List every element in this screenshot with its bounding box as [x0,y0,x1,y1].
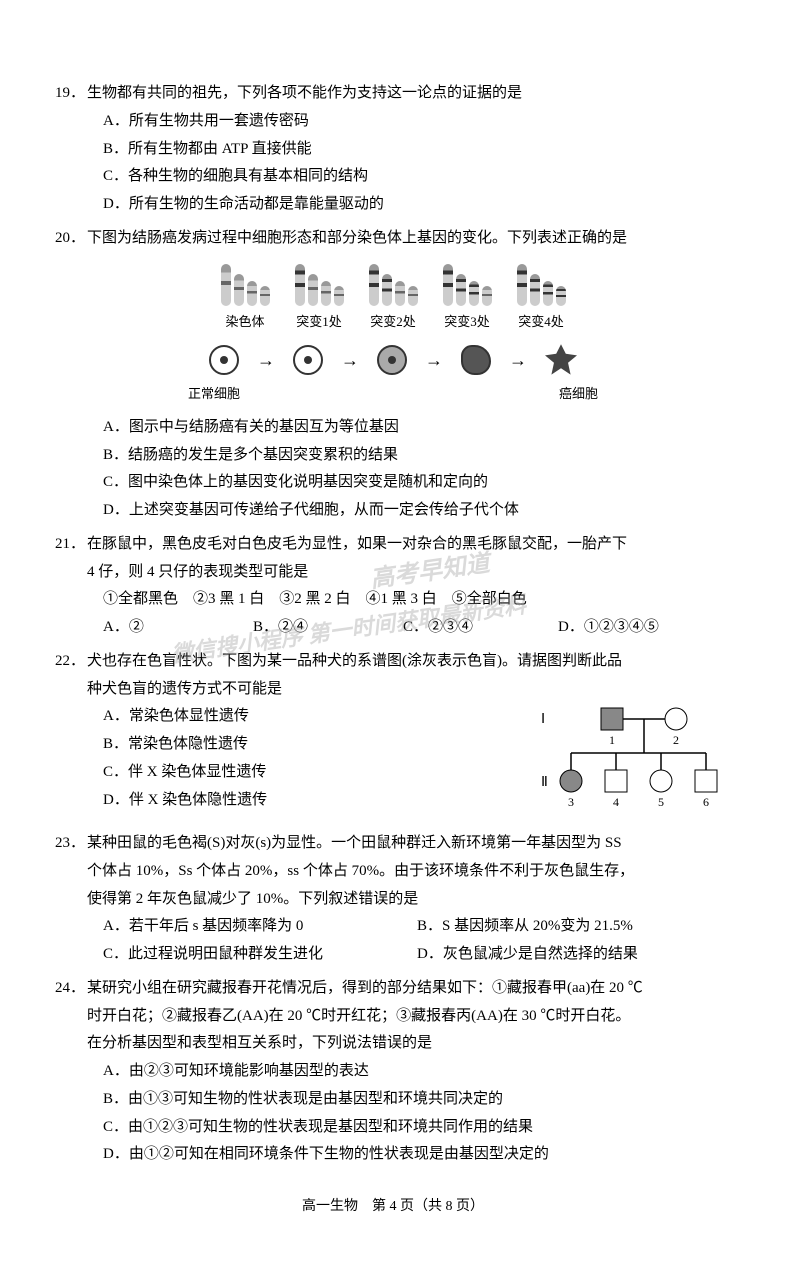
arrow-icon: → [341,344,359,377]
question-number: 21． [55,531,87,559]
option-b: B．②④ [253,614,403,642]
question-text: 某研究小组在研究藏报春开花情况后，得到的部分结果如下：①藏报春甲(aa)在 20… [87,975,731,1003]
option-c: C．图中染色体上的基因变化说明基因突变是随机和定向的 [103,469,731,497]
cell-label-left: 正常细胞 [188,382,240,406]
pedigree-n6: 6 [703,795,709,809]
arrow-icon: → [257,344,275,377]
pedigree-n5: 5 [658,795,664,809]
question-20: 20． 下图为结肠癌发病过程中细胞形态和部分染色体上基因的变化。下列表述正确的是… [55,225,731,525]
question-23: 23． 某种田鼠的毛色褐(S)对灰(s)为显性。一个田鼠种群迁入新环境第一年基因… [55,830,731,969]
option-a: A．所有生物共用一套遗传密码 [103,108,731,136]
question-number: 24． [55,975,87,1003]
cell-label-right: 癌细胞 [559,382,598,406]
question-number: 22． [55,648,87,676]
pedigree-n2: 2 [673,733,679,747]
pedigree-diagram: Ⅰ 1 2 Ⅱ 3 4 5 6 [531,698,731,824]
generation-2-label: Ⅱ [541,775,548,790]
chr-label: 突变1处 [296,310,342,334]
option-c: C．由①②③可知生物的性状表现是基因型和环境共同作用的结果 [103,1114,731,1142]
pedigree-n1: 1 [609,733,615,747]
arrow-icon: → [425,344,443,377]
cancer-cell-icon [545,344,577,376]
question-text-line2: 时开白花；②藏报春乙(AA)在 20 ℃时开红花；③藏报春丙(AA)在 30 ℃… [55,1003,731,1031]
question-number: 20． [55,225,87,253]
option-d: D．所有生物的生命活动都是靠能量驱动的 [103,191,731,219]
generation-1-label: Ⅰ [541,712,545,727]
question-text: 犬也存在色盲性状。下图为某一品种犬的系谱图(涂灰表示色盲)。请据图判断此品 [87,648,731,676]
cell-icon [293,345,323,375]
question-text: 某种田鼠的毛色褐(S)对灰(s)为显性。一个田鼠种群迁入新环境第一年基因型为 S… [87,830,731,858]
option-a: A．② [103,614,253,642]
option-b: B．结肠癌的发生是多个基因突变累积的结果 [103,442,731,470]
option-b: B．S 基因频率从 20%变为 21.5% [417,913,731,941]
option-b: B．由①③可知生物的性状表现是由基因型和环境共同决定的 [103,1086,731,1114]
chromosome-diagram: 染色体 突变1处 突变2处 突变3处 [55,261,731,406]
option-c: C．伴 X 染色体显性遗传 [103,759,531,787]
option-d: D．伴 X 染色体隐性遗传 [103,787,531,815]
page-footer: 高一生物 第 4 页（共 8 页） [55,1194,731,1220]
arrow-icon: → [509,344,527,377]
question-text: 下图为结肠癌发病过程中细胞形态和部分染色体上基因的变化。下列表述正确的是 [87,225,731,253]
option-b: B．所有生物都由 ATP 直接供能 [103,136,731,164]
question-19: 19． 生物都有共同的祖先，下列各项不能作为支持这一论点的证据的是 A．所有生物… [55,80,731,219]
question-22: 22． 犬也存在色盲性状。下图为某一品种犬的系谱图(涂灰表示色盲)。请据图判断此… [55,648,731,824]
question-number: 23． [55,830,87,858]
question-text: 在豚鼠中，黑色皮毛对白色皮毛为显性，如果一对杂合的黑毛豚鼠交配，一胎产下 [87,531,731,559]
normal-cell-icon [209,345,239,375]
option-a: A．图示中与结肠癌有关的基因互为等位基因 [103,414,731,442]
cell-icon [377,345,407,375]
chr-label: 突变4处 [518,310,564,334]
chr-label: 突变2处 [370,310,416,334]
option-c: C．各种生物的细胞具有基本相同的结构 [103,163,731,191]
option-d: D．①②③④⑤ [558,614,659,642]
chr-label: 染色体 [225,310,264,334]
pedigree-n4: 4 [613,795,619,809]
question-21: 21． 在豚鼠中，黑色皮毛对白色皮毛为显性，如果一对杂合的黑毛豚鼠交配，一胎产下… [55,531,731,642]
option-a: A．常染色体显性遗传 [103,703,531,731]
sub-options: ①全都黑色 ②3 黑 1 白 ③2 黑 2 白 ④1 黑 3 白 ⑤全部白色 [55,586,731,614]
question-text-line3: 使得第 2 年灰色鼠减少了 10%。下列叙述错误的是 [55,886,731,914]
pedigree-n3: 3 [568,795,574,809]
question-text-line2: 个体占 10%，Ss 个体占 20%，ss 个体占 70%。由于该环境条件不利于… [55,858,731,886]
option-a: A．由②③可知环境能影响基因型的表达 [103,1058,731,1086]
chr-label: 突变3处 [444,310,490,334]
option-d: D．灰色鼠减少是自然选择的结果 [417,941,731,969]
option-a: A．若干年后 s 基因频率降为 0 [103,913,417,941]
option-b: B．常染色体隐性遗传 [103,731,531,759]
question-24: 24． 某研究小组在研究藏报春开花情况后，得到的部分结果如下：①藏报春甲(aa)… [55,975,731,1169]
question-text: 生物都有共同的祖先，下列各项不能作为支持这一论点的证据的是 [87,80,731,108]
cell-icon [461,345,491,375]
option-c: C．②③④ [403,614,558,642]
option-d: D．由①②可知在相同环境条件下生物的性状表现是由基因型决定的 [103,1141,731,1169]
option-c: C．此过程说明田鼠种群发生进化 [103,941,417,969]
question-text-line3: 在分析基因型和表型相互关系时，下列说法错误的是 [55,1030,731,1058]
option-d: D．上述突变基因可传递给子代细胞，从而一定会传给子代个体 [103,497,731,525]
question-number: 19． [55,80,87,108]
question-text-line2: 4 仔，则 4 只仔的表现类型可能是 [55,559,731,587]
